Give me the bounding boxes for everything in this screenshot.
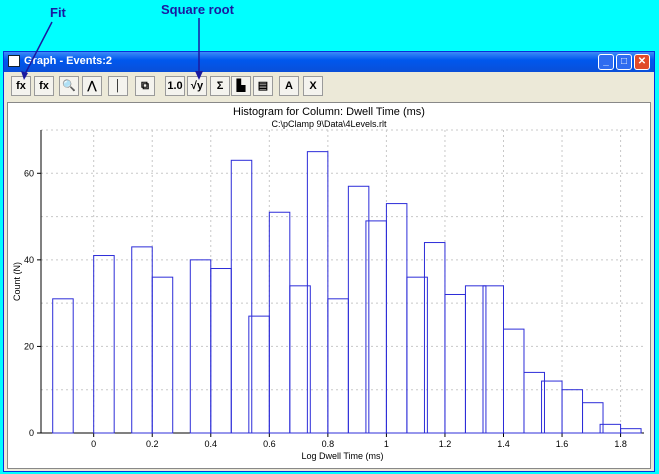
y-tick-label: 60 (24, 168, 34, 178)
fx-table-button[interactable]: fx (34, 76, 54, 96)
histogram-bar (502, 328, 525, 434)
y-tick-label: 0 (29, 428, 34, 438)
histogram-bar (561, 389, 584, 434)
close-button[interactable]: ✕ (634, 54, 650, 70)
y-axis-label: Count (N) (12, 262, 22, 301)
y-tick-label: 20 (24, 341, 34, 351)
fit-button[interactable]: fx (11, 76, 31, 96)
histogram-bar (151, 276, 174, 434)
cursor-button[interactable]: │ (108, 76, 128, 96)
chart-title: Histogram for Column: Dwell Time (ms) (233, 106, 425, 118)
histogram-bar (406, 276, 428, 434)
histogram-bar (327, 298, 349, 434)
histogram-bar (306, 151, 329, 434)
histogram-bar (230, 159, 253, 434)
histogram-bar (523, 371, 545, 434)
sum-button[interactable]: Σ (210, 76, 230, 96)
x-tick-label: 1.2 (439, 439, 452, 449)
x-tick-label: 0.8 (322, 439, 335, 449)
x-tick-label: 0.2 (146, 439, 159, 449)
y-tick-label: 40 (24, 255, 34, 265)
histogram-bar (347, 185, 370, 434)
histogram-bar (464, 285, 487, 434)
label-x-button[interactable]: X (303, 76, 323, 96)
maximize-button[interactable]: □ (616, 54, 632, 70)
scale-button[interactable]: 1.0 (165, 76, 185, 96)
x-tick-label: 0.4 (205, 439, 218, 449)
histogram-button[interactable]: ▙ (231, 76, 251, 96)
x-tick-label: 1.6 (556, 439, 569, 449)
histogram-bar (620, 428, 642, 434)
x-tick-label: 1.4 (497, 439, 510, 449)
label-a-button[interactable]: A (279, 76, 299, 96)
bin-button[interactable]: ▤ (253, 76, 273, 96)
x-tick-label: 1.8 (614, 439, 627, 449)
histogram-bar (385, 203, 408, 434)
histogram-bar (582, 402, 604, 434)
histogram-bar (131, 246, 153, 434)
toolbar: fx fx 🔍 ⋀ │ ⧉ 1.0 √y Σ ▙ ▤ A X (4, 73, 654, 101)
x-tick-label: 1 (384, 439, 389, 449)
x-tick-label: 0.6 (263, 439, 276, 449)
histogram-bar (268, 211, 291, 434)
histogram-bar (444, 293, 466, 434)
graph-app-icon (8, 55, 20, 67)
x-tick-label: 0 (91, 439, 96, 449)
x-axis-label: Log Dwell Time (ms) (301, 451, 383, 461)
histogram-bar (289, 285, 311, 434)
curve-button[interactable]: ⋀ (82, 76, 102, 96)
title-bar[interactable]: Graph - Events:2 _ □ ✕ (4, 52, 654, 72)
fit-callout-label: Fit (50, 5, 66, 20)
square-root-button[interactable]: √y (187, 76, 207, 96)
graph-window: Graph - Events:2 _ □ ✕ fx fx 🔍 ⋀ │ ⧉ 1.0 √y Σ ▙ ▤ A… (3, 51, 655, 472)
chart-subtitle: C:\pClamp 9\Data\4Levels.rlt (271, 119, 387, 129)
plot-area: Histogram for Column: Dwell Time (ms) C:\… (7, 102, 651, 469)
histogram-bar (52, 298, 74, 434)
histogram-bar (210, 268, 232, 434)
square-root-callout-label: Square root (161, 2, 234, 17)
copy-button[interactable]: ⧉ (135, 76, 155, 96)
zoom-button[interactable]: 🔍 (59, 76, 79, 96)
window-title: Graph - Events:2 (24, 55, 113, 67)
histogram-chart: Histogram for Column: Dwell Time (ms)C:\… (12, 106, 644, 461)
histogram-bar (93, 255, 115, 434)
minimize-button[interactable]: _ (598, 54, 614, 70)
